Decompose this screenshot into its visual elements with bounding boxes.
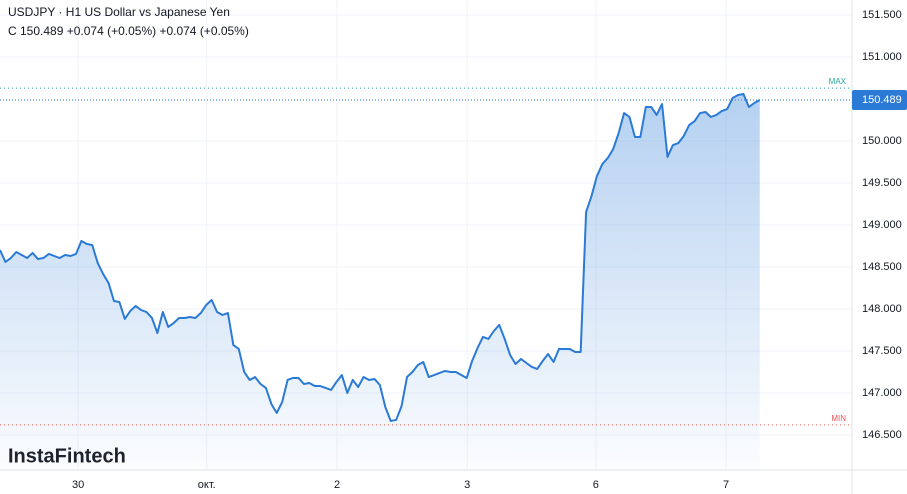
x-tick-label: 2 bbox=[334, 479, 340, 491]
y-tick-label: 148.500 bbox=[862, 261, 902, 273]
watermark: InstaFintech bbox=[8, 445, 126, 467]
chart-subtitle: C 150.489 +0.074 (+0.05%) +0.074 (+0.05%… bbox=[8, 24, 249, 38]
y-tick-label: 150.000 bbox=[862, 135, 902, 147]
y-tick-label: 147.000 bbox=[862, 387, 902, 399]
line bbox=[0, 92, 761, 422]
last-price-label: 150.489 bbox=[862, 94, 902, 106]
y-tick-label: 147.500 bbox=[862, 345, 902, 357]
x-tick-label: 30 bbox=[72, 479, 84, 491]
x-tick-label: 7 bbox=[723, 479, 729, 491]
plot bbox=[0, 92, 761, 470]
last-price-box bbox=[852, 89, 907, 110]
y-tick-label: 148.000 bbox=[862, 303, 902, 315]
x-tick-label: 3 bbox=[464, 479, 470, 491]
y-tick-label: 146.500 bbox=[862, 429, 902, 441]
reference-label: MAX bbox=[829, 77, 847, 86]
y-tick-label: 151.000 bbox=[862, 51, 902, 63]
chart-title: USDJPY · H1 US Dollar vs Japanese Yen bbox=[8, 5, 230, 19]
area bbox=[0, 93, 760, 470]
x-tick-label: окт. bbox=[198, 479, 216, 491]
x-tick-label: 6 bbox=[593, 479, 599, 491]
reference-label: MIN bbox=[831, 414, 846, 423]
y-tick-label: 149.000 bbox=[862, 219, 902, 231]
y-tick-label: 149.500 bbox=[862, 177, 902, 189]
y-tick-label: 151.500 bbox=[862, 9, 902, 21]
